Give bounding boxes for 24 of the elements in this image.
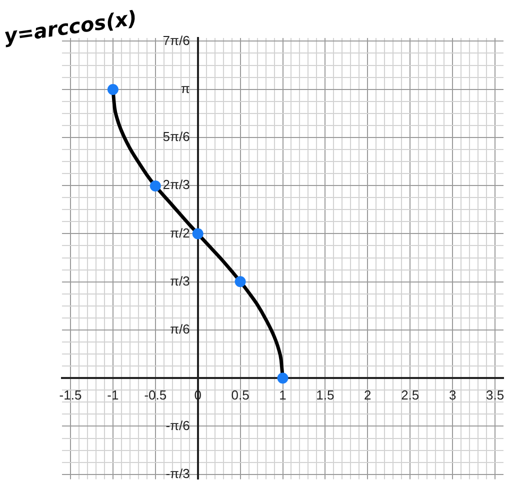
x-tick-label: 3 bbox=[448, 387, 456, 402]
y-tick-label: 5π/6 bbox=[162, 129, 190, 144]
y-tick-label: π/6 bbox=[170, 322, 190, 337]
x-tick-label: -1.5 bbox=[59, 387, 82, 402]
x-tick-label: 2.5 bbox=[401, 387, 420, 402]
x-tick-label: -0.5 bbox=[144, 387, 167, 402]
point bbox=[277, 372, 288, 384]
x-tick-label: 0.5 bbox=[231, 387, 250, 402]
y-tick-label: 7π/6 bbox=[162, 32, 190, 48]
x-tick-label: 1 bbox=[279, 387, 286, 402]
y-tick-label: π/2 bbox=[170, 225, 190, 240]
y-tick-label: π/3 bbox=[170, 273, 190, 288]
point bbox=[234, 276, 246, 288]
point bbox=[192, 228, 204, 240]
y-tick-label: 2π/3 bbox=[162, 177, 190, 192]
y-tick-label: -π/3 bbox=[166, 466, 190, 481]
x-tick-label: 2 bbox=[364, 387, 372, 402]
y-tick-label: π bbox=[180, 80, 190, 96]
point bbox=[150, 180, 161, 192]
y-tick-label: -π/6 bbox=[166, 418, 190, 433]
x-tick-label: 1.5 bbox=[316, 387, 334, 402]
point bbox=[107, 84, 118, 95]
x-tick-label: -1 bbox=[107, 387, 119, 402]
x-tick-label: 3.5 bbox=[486, 387, 504, 402]
